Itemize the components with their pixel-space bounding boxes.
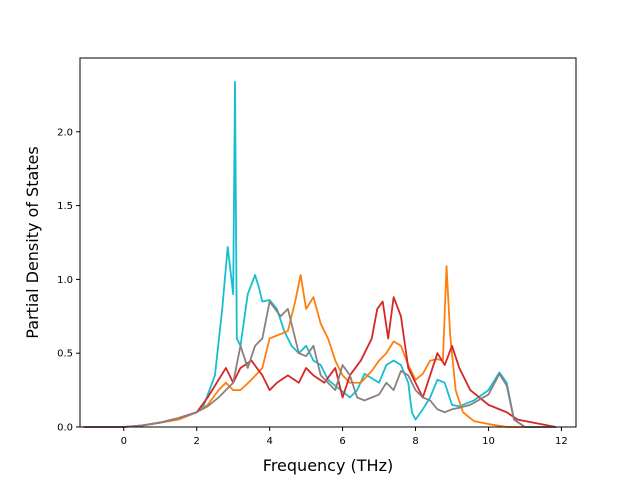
y-tick-label: 1.0 — [57, 275, 73, 286]
x-tick-label: 10 — [482, 436, 495, 447]
x-ticks: 0 2 4 6 8 10 12 — [121, 427, 568, 447]
x-axis-label: Frequency (THz) — [263, 456, 393, 475]
y-tick-label: 1.5 — [57, 201, 73, 212]
x-tick-label: 8 — [412, 436, 418, 447]
pdos-series-line-4 — [83, 300, 556, 428]
x-tick-label: 0 — [121, 436, 127, 447]
x-tick-label: 12 — [555, 436, 568, 447]
y-tick-label: 0.5 — [57, 349, 73, 360]
x-tick-label: 2 — [194, 436, 200, 447]
y-ticks: 0.0 0.5 1.0 1.5 2.0 — [57, 127, 80, 434]
x-tick-label: 6 — [339, 436, 345, 447]
pdos-series-line-1 — [83, 80, 556, 428]
pdos-series-line-3 — [83, 296, 557, 428]
pdos-series-line-2 — [83, 265, 556, 428]
plot-lines — [83, 80, 557, 428]
x-tick-label: 4 — [266, 436, 272, 447]
y-tick-label: 2.0 — [57, 127, 73, 138]
axes-frame — [79, 57, 577, 428]
y-tick-label: 0.0 — [57, 423, 73, 434]
y-axis-label: Partial Density of States — [23, 146, 42, 338]
